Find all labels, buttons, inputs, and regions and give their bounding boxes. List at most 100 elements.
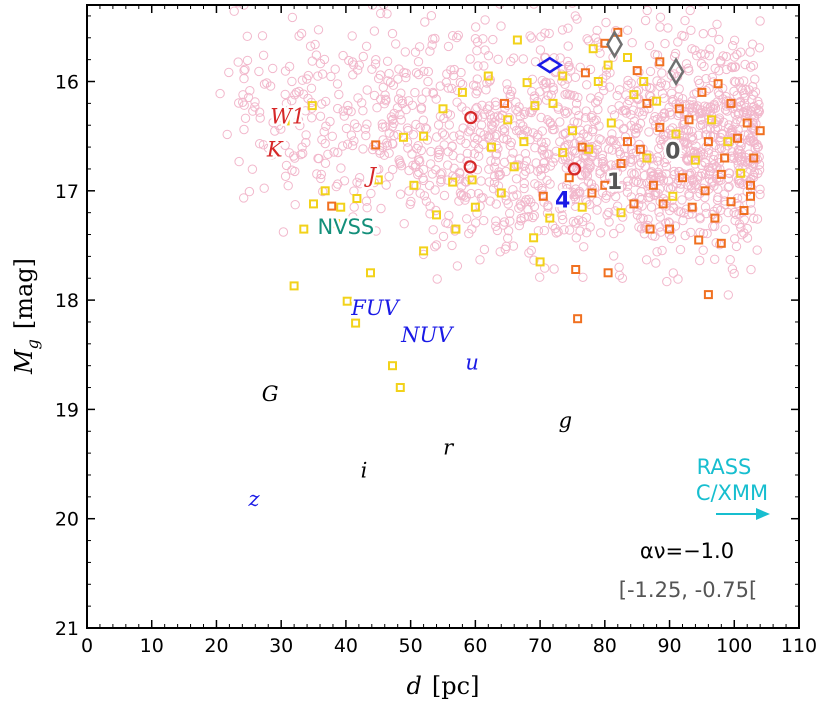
field-point (660, 131, 671, 141)
group-number-label: 1 (607, 170, 622, 195)
field-point (583, 36, 594, 46)
curve-label-r: r (443, 436, 455, 460)
field-point (333, 147, 343, 158)
field-point (362, 119, 372, 129)
field-point (732, 115, 742, 125)
field-point (376, 8, 386, 19)
yellow-square-marker (388, 361, 397, 371)
field-point (456, 135, 466, 145)
field-point (749, 124, 759, 134)
yellow-square-marker (467, 175, 477, 185)
orange-square-marker (623, 137, 632, 147)
orange-square-marker (371, 140, 381, 150)
field-point (563, 41, 573, 51)
field-point (274, 120, 284, 131)
field-point (361, 41, 372, 51)
field-point (685, 5, 695, 16)
field-point (360, 124, 371, 134)
x-tick-label: 40 (334, 635, 358, 657)
field-point (421, 87, 431, 97)
yellow-square-marker (568, 126, 577, 136)
field-point (668, 203, 678, 213)
field-point (498, 220, 509, 230)
field-point (550, 223, 560, 234)
field-point (644, 103, 654, 114)
field-point (280, 66, 291, 76)
field-point (681, 59, 692, 69)
field-point (708, 77, 718, 87)
field-point (736, 83, 746, 93)
field-point (636, 213, 646, 224)
field-point (698, 245, 708, 255)
field-point (303, 70, 313, 81)
field-point (747, 39, 758, 49)
orange-square-marker (678, 173, 687, 183)
y-tick-label: 16 (55, 72, 79, 94)
field-point (410, 87, 420, 98)
field-point (483, 51, 494, 61)
yellow-square-marker (577, 202, 587, 212)
field-point (753, 142, 763, 152)
field-point (426, 11, 437, 21)
field-point (513, 107, 523, 117)
field-point (571, 105, 581, 116)
field-point (583, 124, 593, 134)
field-point (578, 272, 588, 282)
field-point (753, 105, 764, 115)
field-point (708, 155, 719, 165)
field-point (530, 179, 540, 189)
field-point (527, 105, 538, 116)
curve-label-fuv: FUV (350, 296, 400, 320)
field-point (287, 76, 297, 87)
field-point (492, 225, 503, 236)
field-point (443, 41, 454, 52)
field-point (418, 115, 428, 125)
field-point (684, 189, 694, 199)
field-point (519, 183, 529, 194)
field-point (431, 94, 441, 104)
field-point (686, 25, 696, 35)
field-point (660, 38, 670, 49)
field-point (754, 165, 765, 175)
field-point (334, 89, 344, 100)
field-point (388, 139, 398, 149)
field-point (283, 105, 293, 116)
field-point (382, 56, 393, 66)
field-point (369, 90, 380, 101)
field-point (477, 112, 488, 122)
field-point (430, 33, 440, 44)
field-point (367, 64, 377, 74)
field-point (384, 128, 394, 138)
yellow-square-marker (707, 115, 717, 125)
field-point (698, 29, 708, 39)
field-point (511, 160, 521, 170)
field-point (626, 78, 636, 89)
field-point (379, 5, 389, 10)
field-point (625, 157, 636, 167)
field-point (664, 218, 675, 228)
field-point (443, 83, 453, 93)
field-point (301, 137, 311, 148)
field-point (705, 116, 715, 127)
field-point (407, 149, 417, 159)
yellow-square-marker (280, 116, 290, 126)
field-point (479, 215, 489, 226)
field-point (592, 25, 602, 36)
field-point (596, 228, 606, 238)
field-point (518, 54, 528, 64)
red-circle-marker (567, 162, 582, 176)
field-point (464, 228, 474, 239)
field-point (535, 45, 546, 55)
field-point (330, 64, 340, 74)
field-point (465, 54, 475, 64)
curve-label-u: u (465, 350, 479, 374)
field-point (628, 105, 638, 115)
field-point (343, 139, 353, 149)
field-point (594, 92, 604, 102)
field-point (748, 90, 759, 100)
x-axis-title: d [pc] (407, 672, 480, 700)
field-point (594, 121, 604, 131)
field-point (521, 156, 532, 166)
field-point (621, 105, 631, 116)
field-point (663, 176, 674, 186)
